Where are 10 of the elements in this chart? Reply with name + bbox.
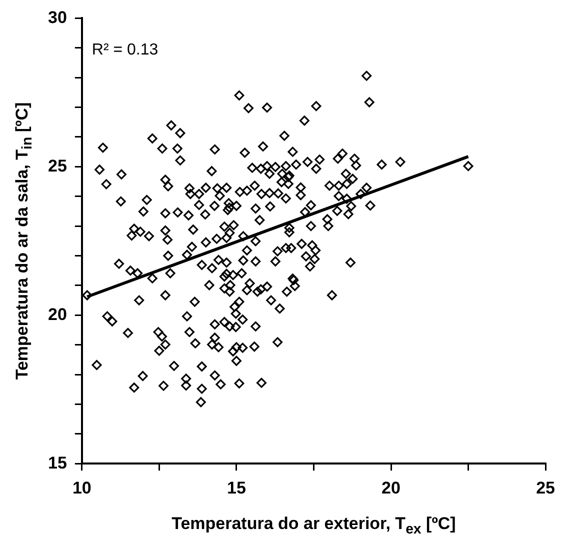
annotation: R² = 0.13 — [92, 42, 158, 59]
x-tick-label: 25 — [536, 478, 556, 498]
x-tick-label: 10 — [72, 478, 92, 498]
y-tick-label: 15 — [48, 453, 67, 472]
y-tick-label: 20 — [48, 304, 67, 324]
x-tick-label: 20 — [382, 478, 400, 498]
x-tick-label: 15 — [226, 478, 246, 498]
y-tick-label: 30 — [48, 8, 67, 27]
x-axis-title: Temperatura do ar exterior, T$_{ex}$ [ºC] — [170, 514, 457, 538]
y-tick-label: 25 — [48, 156, 67, 176]
